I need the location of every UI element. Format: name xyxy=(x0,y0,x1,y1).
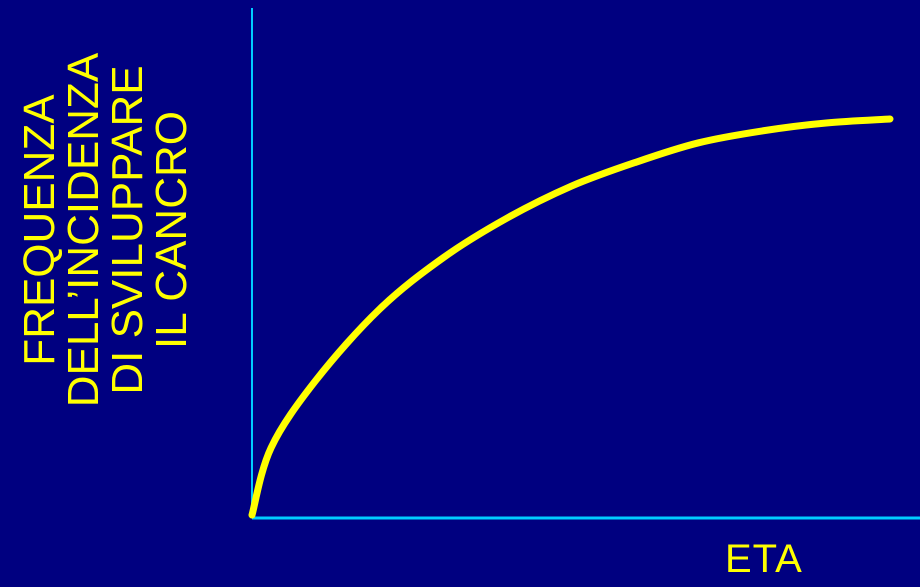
y-axis-label: FREQUENZA DELL’INCIDENZA DI SVILUPPARE I… xyxy=(15,20,196,440)
incidence-curve xyxy=(248,115,894,519)
y-axis-label-line-3: DI SVILUPPARE xyxy=(103,65,152,395)
x-axis-label: ETA xyxy=(725,537,803,581)
y-axis-label-line-4: IL CANCRO xyxy=(147,111,196,349)
y-axis-label-line-2: DELL’INCIDENZA xyxy=(59,52,108,408)
y-axis-label-line-1: FREQUENZA xyxy=(15,94,64,366)
